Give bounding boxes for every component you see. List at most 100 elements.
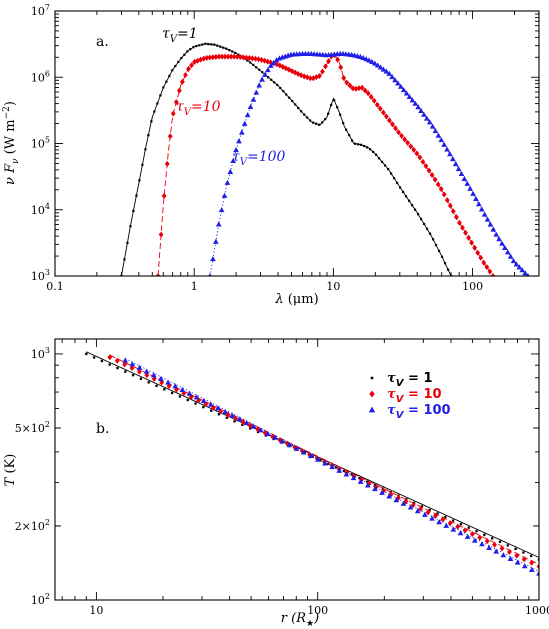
sed-point bbox=[453, 214, 459, 221]
sed-point bbox=[141, 163, 144, 166]
sed-point bbox=[204, 42, 207, 45]
sed-point bbox=[432, 176, 438, 183]
temp-point bbox=[241, 423, 244, 426]
sed-point bbox=[359, 84, 365, 91]
sed-point bbox=[282, 90, 285, 93]
temp-point bbox=[514, 547, 517, 551]
sed-point bbox=[478, 206, 485, 212]
sed-point bbox=[426, 167, 432, 174]
x-tick-label: 1 bbox=[191, 280, 198, 293]
temp-point bbox=[186, 398, 189, 402]
sed-point bbox=[470, 190, 476, 196]
sed-point bbox=[177, 60, 180, 64]
sed-point bbox=[460, 224, 465, 231]
sed-point bbox=[201, 43, 204, 46]
sed-point bbox=[246, 55, 252, 62]
temp-point bbox=[379, 489, 385, 495]
sed-point bbox=[253, 55, 258, 62]
sed-point bbox=[161, 192, 167, 199]
sed-point bbox=[195, 44, 198, 48]
sed-point bbox=[144, 148, 147, 151]
temp-point bbox=[529, 566, 535, 572]
temp-point bbox=[536, 570, 539, 576]
sed-point bbox=[416, 213, 420, 216]
temp-point bbox=[85, 352, 88, 356]
sed-point bbox=[516, 264, 523, 270]
panel-a-data bbox=[120, 42, 530, 276]
sed-point bbox=[270, 78, 273, 81]
temp-point bbox=[366, 480, 372, 487]
sed-point bbox=[504, 249, 511, 255]
temp-point bbox=[233, 415, 239, 422]
panel-a-frame bbox=[54, 10, 540, 277]
temp-point bbox=[455, 523, 461, 530]
sed-point bbox=[354, 142, 357, 145]
sed-point bbox=[189, 62, 194, 69]
sed-point bbox=[407, 199, 411, 202]
temp-point bbox=[492, 541, 498, 548]
sed-point bbox=[219, 45, 222, 48]
sed-point bbox=[426, 119, 433, 125]
sed-point bbox=[231, 50, 234, 53]
x-tick-label: 100 bbox=[462, 280, 483, 293]
temp-point bbox=[491, 537, 494, 540]
sed-point bbox=[165, 80, 168, 83]
sed-point bbox=[461, 175, 468, 181]
temp-point bbox=[122, 361, 128, 368]
x-tick-label: 100 bbox=[307, 604, 328, 617]
sed-point bbox=[237, 53, 240, 56]
sed-point bbox=[256, 56, 261, 63]
temp-point bbox=[124, 370, 127, 373]
sed-point bbox=[339, 113, 342, 116]
sed-point bbox=[350, 85, 356, 92]
sed-annotation-0: τV=1 bbox=[162, 26, 198, 45]
sed-point bbox=[362, 87, 368, 94]
y-tick-label: 2×102 bbox=[15, 518, 50, 533]
panel-b-data bbox=[85, 351, 539, 576]
sed-point bbox=[478, 254, 484, 261]
sed-point bbox=[123, 258, 126, 261]
sed-point bbox=[374, 62, 381, 68]
temp-point bbox=[428, 508, 431, 512]
temp-point bbox=[179, 386, 186, 393]
legend-marker-2 bbox=[368, 406, 376, 413]
panel-b-label: b. bbox=[96, 421, 109, 437]
temp-point bbox=[108, 363, 111, 366]
temp-point bbox=[459, 522, 463, 526]
temp-point bbox=[122, 357, 129, 363]
sed-point bbox=[457, 219, 462, 226]
sed-point bbox=[502, 244, 508, 250]
temp-line-0 bbox=[86, 351, 539, 558]
sed-point bbox=[389, 73, 395, 80]
temp-point bbox=[203, 401, 209, 408]
sed-point bbox=[241, 120, 248, 126]
temp-point bbox=[536, 563, 539, 570]
temp-point bbox=[233, 420, 236, 423]
sed-point bbox=[450, 208, 456, 215]
temp-point bbox=[188, 393, 194, 400]
sed-point bbox=[440, 255, 444, 258]
sed-point bbox=[402, 136, 408, 143]
sed-point bbox=[353, 85, 359, 92]
temp-point bbox=[486, 544, 492, 550]
sed-point bbox=[171, 69, 174, 72]
sed-point bbox=[321, 121, 324, 124]
sed-point bbox=[150, 120, 153, 123]
sed-point bbox=[386, 167, 390, 171]
temp-point bbox=[366, 480, 369, 483]
temp-point bbox=[147, 381, 150, 384]
temp-point bbox=[500, 552, 507, 558]
temp-point bbox=[131, 374, 135, 377]
sed-point bbox=[412, 100, 419, 106]
sed-line-1 bbox=[157, 52, 494, 276]
temp-point bbox=[393, 497, 400, 503]
temp-point bbox=[155, 384, 158, 387]
temp-point bbox=[450, 526, 457, 532]
sed-point bbox=[411, 146, 417, 153]
sed-point bbox=[267, 62, 274, 68]
sed-point bbox=[309, 119, 312, 122]
temp-point bbox=[343, 471, 350, 477]
sed-point bbox=[406, 93, 413, 99]
